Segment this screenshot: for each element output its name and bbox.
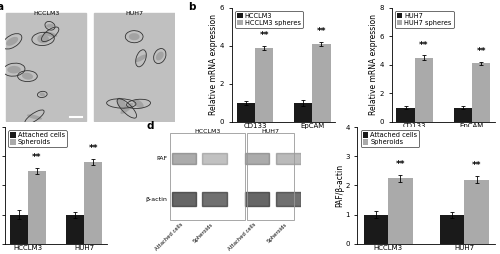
Legend: Attached cells, Spheroids: Attached cells, Spheroids [8, 130, 67, 147]
Text: b: b [188, 2, 196, 12]
Bar [94, 13, 174, 121]
Text: a: a [0, 2, 4, 12]
Bar [244, 193, 270, 207]
Ellipse shape [46, 24, 54, 28]
Legend: Attached cells, Spheroids: Attached cells, Spheroids [361, 130, 420, 147]
Bar [294, 103, 312, 122]
Bar [414, 58, 433, 122]
Text: **: ** [88, 144, 98, 153]
Y-axis label: PAF/β-actin: PAF/β-actin [335, 164, 344, 207]
Text: **: ** [32, 153, 42, 162]
Bar [172, 153, 196, 164]
Ellipse shape [37, 34, 49, 43]
Text: d: d [147, 121, 154, 131]
Bar [244, 153, 270, 164]
Bar [202, 153, 226, 164]
Bar [312, 44, 330, 122]
Text: HCCLM3: HCCLM3 [34, 11, 60, 16]
Bar [66, 215, 84, 244]
Bar [454, 108, 472, 122]
Ellipse shape [43, 31, 58, 37]
Legend: HUH7, HUH7 spheres: HUH7, HUH7 spheres [395, 11, 454, 28]
Ellipse shape [129, 33, 140, 40]
Bar [364, 215, 388, 244]
Text: **: ** [316, 27, 326, 36]
Ellipse shape [134, 100, 143, 108]
Bar [28, 171, 46, 244]
Ellipse shape [8, 66, 20, 73]
Bar [276, 193, 301, 207]
Text: PAF: PAF [156, 156, 168, 161]
Bar [472, 63, 490, 122]
Bar [172, 193, 196, 207]
Text: HCCLM3: HCCLM3 [194, 129, 220, 134]
Text: Attached cells: Attached cells [227, 222, 257, 252]
Ellipse shape [22, 73, 33, 80]
Bar [236, 103, 255, 122]
Bar [396, 108, 414, 122]
Bar [276, 153, 301, 164]
Text: **: ** [472, 161, 482, 170]
Text: HUH7: HUH7 [126, 11, 144, 16]
Text: **: ** [476, 47, 486, 56]
Bar [10, 215, 28, 244]
Text: **: ** [419, 41, 428, 50]
Ellipse shape [156, 52, 164, 60]
Bar [388, 178, 412, 244]
Text: Spheroids: Spheroids [266, 222, 288, 244]
Bar [440, 215, 464, 244]
Ellipse shape [116, 98, 126, 109]
Text: Spheroids: Spheroids [192, 222, 214, 244]
Ellipse shape [120, 103, 134, 114]
Y-axis label: Relative mRNA expression: Relative mRNA expression [369, 14, 378, 115]
Text: **: ** [260, 31, 269, 40]
Text: β-actin: β-actin [146, 197, 168, 202]
Text: Attached cells: Attached cells [154, 222, 184, 252]
Ellipse shape [40, 92, 45, 96]
Bar [84, 162, 102, 244]
Y-axis label: Relative mRNA expression: Relative mRNA expression [210, 14, 218, 115]
Ellipse shape [27, 114, 42, 120]
Text: **: ** [396, 160, 405, 169]
Bar [464, 180, 488, 244]
Bar [170, 133, 244, 220]
Bar [202, 193, 226, 207]
Ellipse shape [6, 37, 18, 46]
Bar [6, 13, 86, 121]
Bar [248, 133, 294, 220]
Text: HUH7: HUH7 [262, 129, 280, 134]
Bar [255, 48, 274, 122]
Ellipse shape [135, 54, 147, 62]
Legend: HCCLM3, HCCLM3 spheres: HCCLM3, HCCLM3 spheres [236, 11, 302, 28]
